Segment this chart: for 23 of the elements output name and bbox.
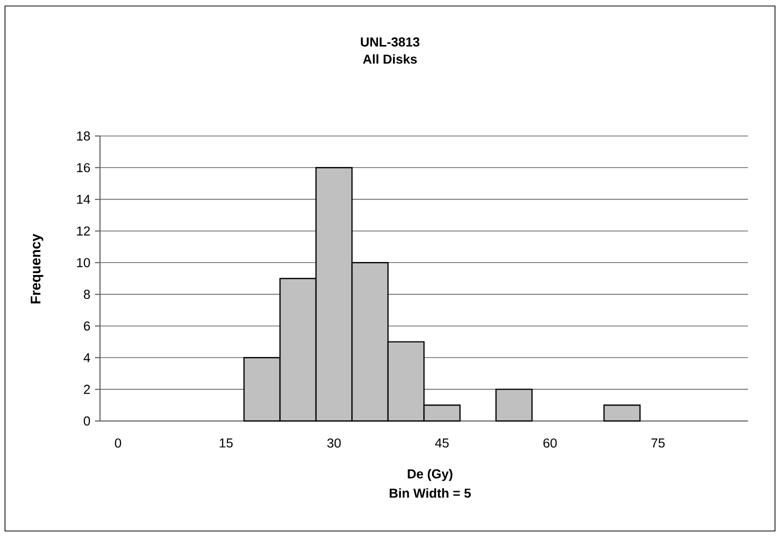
- x-tick-label: 15: [220, 438, 233, 448]
- y-tick-label: 2: [84, 384, 90, 394]
- y-tick-label: 0: [84, 416, 90, 426]
- y-tick-label: 4: [84, 353, 90, 362]
- x-tick-label: 30: [327, 438, 341, 448]
- y-tick-label: 10: [77, 258, 90, 268]
- x-tick-label: 0: [114, 438, 122, 448]
- y-tick-label: 14: [77, 194, 90, 204]
- chart-title: UNL-3813: [360, 37, 420, 47]
- y-axis-title: Frequency: [30, 234, 44, 304]
- y-tick-label: 8: [84, 290, 90, 299]
- y-tick-label: 16: [77, 163, 90, 172]
- bar: [603, 404, 641, 422]
- y-tick-label: 18: [77, 131, 90, 141]
- x-tick-label: 75: [651, 438, 665, 448]
- x-tick-label: 45: [435, 438, 449, 448]
- bar: [495, 388, 533, 422]
- chart-subtitle: All Disks: [362, 54, 417, 64]
- y-tick-label: 12: [77, 226, 90, 236]
- text: Bin Width = 5: [390, 488, 471, 498]
- y-tick-label: 6: [84, 321, 90, 331]
- x-axis-title: De (Gy): [408, 468, 452, 482]
- x-tick-label: 60: [543, 438, 557, 448]
